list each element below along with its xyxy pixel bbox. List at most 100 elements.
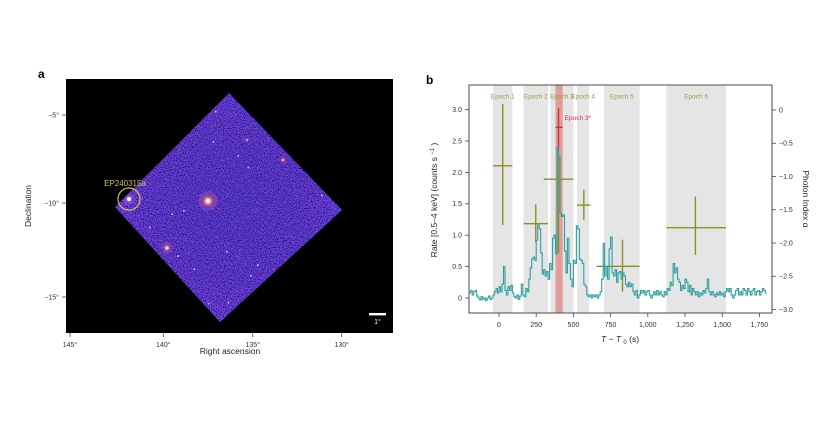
noise-speckle [303,240,305,242]
noise-speckle [208,249,211,251]
x-tick-label: 135° [245,341,260,349]
noise-speckle [171,163,173,165]
rate-tick-label: 3.0 [452,107,462,114]
noise-speckle [260,202,263,204]
epoch-label: Epoch 5 [610,94,634,101]
alpha-tick-label: 0 [779,107,783,114]
panel-b-right-axis-title: Photon Index α [801,170,811,227]
noise-speckle [250,211,252,213]
noise-speckle [303,202,305,204]
noise-speckle [223,105,225,107]
scale-bar-label: 1° [374,318,381,326]
noise-speckle [321,194,323,197]
noise-speckle [240,245,242,247]
noise-speckle [175,194,177,197]
noise-speckle [220,262,222,264]
noise-speckle [234,238,236,240]
noise-speckle [244,213,246,215]
noise-speckle [178,250,180,252]
noise-speckle [246,122,248,124]
noise-speckle [172,235,174,237]
noise-speckle [220,256,222,258]
noise-speckle [172,251,174,253]
noise-speckle [186,174,188,176]
noise-speckle [268,138,270,140]
noise-speckle [210,150,212,152]
noise-speckle [237,126,239,128]
noise-speckle [291,201,294,203]
noise-speckle [192,158,195,160]
noise-speckle [211,292,213,294]
noise-speckle [192,213,194,215]
x-tick-label: 1,250 [676,322,694,329]
noise-speckle [220,138,223,141]
noise-speckle [280,173,282,176]
noise-speckle [253,273,255,275]
noise-speckle [217,208,219,210]
noise-speckle [231,164,233,166]
noise-speckle [249,162,251,165]
noise-speckle [255,211,257,213]
noise-speckle [285,235,287,237]
noise-speckle [226,180,228,182]
noise-speckle [188,135,190,137]
noise-speckle [212,177,214,179]
noise-speckle [175,237,177,240]
noise-speckle [261,229,264,231]
noise-speckle [299,190,301,192]
source-center [166,247,168,249]
plot-border [468,84,773,314]
noise-speckle [298,195,300,197]
source-center [206,199,210,203]
epoch-label: Epoch 3 [550,94,574,101]
noise-speckle [180,229,182,231]
y-tick-label: −15° [44,293,59,301]
noise-speckle [228,248,230,250]
noise-speckle [249,243,252,245]
noise-speckle [174,207,177,209]
noise-speckle [206,251,208,253]
noise-speckle [165,257,167,259]
noise-speckle [234,293,236,295]
noise-speckle [192,133,195,135]
noise-speckle [278,149,280,151]
noise-speckle [186,141,188,144]
x-tick-label: 1,500 [713,322,731,329]
source-marker-circle [117,187,141,211]
noise-speckle [324,212,326,214]
noise-speckle [171,222,173,224]
xlabel-T2: T [616,334,622,344]
noise-speckle [250,274,252,277]
noise-speckle [289,239,291,242]
noise-speckle [197,131,199,133]
noise-speckle [260,182,262,184]
noise-speckle [171,213,173,215]
noise-speckle [214,175,217,177]
alpha-tick-label: −3.0 [779,307,793,314]
x-tick-label: 0 [497,322,501,329]
noise-speckle [161,218,163,221]
noise-speckle [326,205,329,207]
noise-speckle [224,245,227,247]
noise-speckle [288,252,290,255]
noise-speckle [149,209,151,211]
noise-speckle [304,236,306,239]
noise-speckle [190,225,192,227]
panel-b-letter: b [426,73,433,87]
noise-speckle [235,114,238,117]
x-tick-label: 750 [605,322,617,329]
noise-speckle [286,165,288,167]
noise-speckle [239,227,241,229]
panel-a-yaxis-title: Declination [23,185,33,227]
noise-speckle [300,214,302,216]
noise-speckle [237,266,239,268]
noise-speckle [242,138,244,140]
x-tick-label: 140° [156,341,171,349]
noise-speckle [283,154,285,156]
source-center [282,159,284,161]
epoch-band [577,85,590,313]
noise-speckle [186,161,188,163]
noise-speckle [243,164,245,166]
noise-speckle [224,113,226,115]
noise-speckle [137,208,139,210]
